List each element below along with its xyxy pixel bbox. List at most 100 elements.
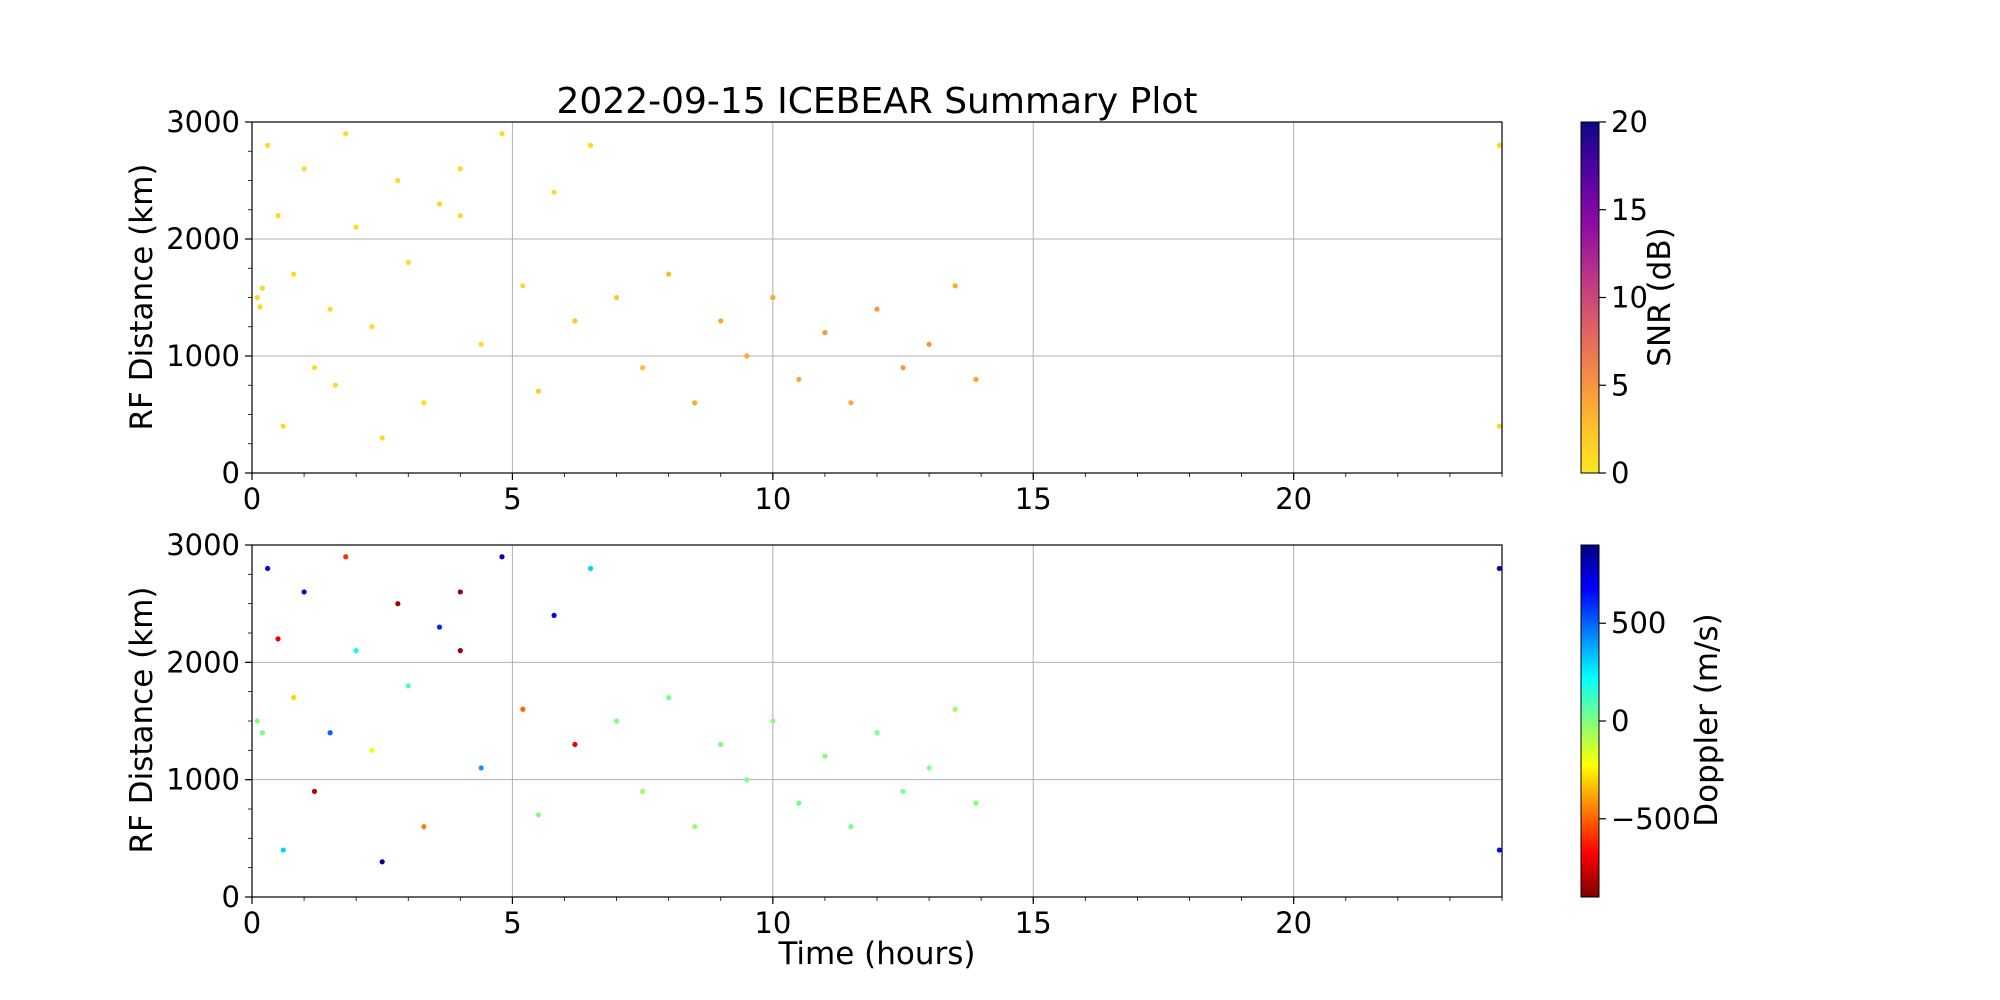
snr-point — [259, 285, 266, 291]
doppler-point — [613, 718, 620, 724]
doppler-point — [265, 565, 271, 572]
snr-point — [499, 131, 505, 137]
doppler-xtick-label-3: 15 — [1015, 906, 1052, 940]
snr-point — [572, 318, 578, 324]
snr-xtick-label-1: 5 — [503, 482, 521, 516]
doppler-point — [343, 554, 349, 560]
snr-cb-tick-label-1: 5 — [1611, 368, 1629, 402]
doppler-colorbar-label: Doppler (m/s) — [1689, 613, 1725, 826]
snr-point — [718, 318, 724, 324]
doppler-point — [666, 694, 672, 701]
snr-point — [973, 376, 979, 382]
doppler-axis-ticks: 0 5 10 15 20 0 1000 2000 3000 — [166, 528, 1503, 940]
doppler-point — [1496, 847, 1502, 853]
doppler-point — [973, 800, 979, 806]
doppler-point — [692, 824, 698, 830]
doppler-point — [499, 554, 505, 560]
doppler-cb-tick-label-0: −500 — [1611, 802, 1691, 836]
snr-point — [952, 283, 958, 289]
doppler-point — [457, 589, 463, 595]
doppler-point — [369, 747, 375, 753]
snr-point — [275, 213, 281, 219]
doppler-colorbar-gradient — [1580, 544, 1600, 898]
snr-point — [770, 294, 776, 301]
doppler-point — [405, 683, 411, 689]
doppler-point — [379, 859, 385, 865]
snr-grid — [251, 121, 1502, 474]
chart-title: 2022-09-15 ICEBEAR Summary Plot — [557, 81, 1198, 122]
doppler-panel: 0 5 10 15 20 0 1000 2000 3000 RF Distance (km) T… — [124, 528, 1725, 972]
snr-plot-frame — [251, 121, 1503, 474]
doppler-point — [874, 730, 880, 736]
snr-point — [926, 341, 932, 347]
doppler-point — [926, 765, 932, 771]
doppler-point — [520, 706, 526, 712]
doppler-cb-tick-label-1: 0 — [1611, 704, 1629, 738]
doppler-xlabel: Time (hours) — [777, 936, 975, 972]
snr-point — [280, 423, 286, 429]
snr-point — [421, 400, 427, 406]
snr-point — [301, 166, 307, 172]
doppler-point — [259, 730, 266, 736]
snr-point — [1496, 423, 1502, 429]
doppler-point — [572, 741, 578, 748]
snr-colorbar: 0 5 10 15 20 — [1580, 105, 1648, 490]
snr-colorbar-label: SNR (dB) — [1642, 227, 1678, 366]
doppler-point — [327, 730, 333, 736]
doppler-point — [311, 788, 318, 795]
doppler-points — [254, 554, 1502, 865]
snr-point — [874, 306, 880, 312]
snr-point — [257, 304, 263, 310]
snr-point — [254, 294, 260, 301]
snr-ytick-label-2: 2000 — [166, 222, 240, 256]
snr-point — [587, 142, 594, 148]
doppler-point — [275, 636, 281, 642]
snr-cb-tick-label-2: 10 — [1611, 281, 1648, 315]
doppler-point — [744, 777, 750, 783]
snr-point — [520, 283, 526, 289]
snr-point — [405, 259, 411, 265]
snr-point — [535, 388, 542, 394]
doppler-xtick-label-0: 0 — [243, 906, 261, 940]
snr-point — [478, 341, 484, 347]
doppler-point — [395, 601, 401, 607]
doppler-point — [301, 589, 307, 595]
doppler-point — [796, 800, 802, 806]
doppler-grid — [251, 544, 1502, 898]
snr-colorbar-gradient — [1580, 121, 1600, 474]
snr-points — [254, 131, 1502, 441]
snr-point — [551, 189, 557, 195]
snr-point — [332, 382, 338, 388]
snr-ytick-label-3: 3000 — [166, 105, 240, 139]
doppler-point — [535, 812, 542, 818]
doppler-ytick-label-1: 1000 — [166, 763, 240, 797]
doppler-ytick-label-2: 2000 — [166, 645, 240, 679]
doppler-point — [1496, 565, 1502, 572]
doppler-point — [421, 824, 427, 830]
snr-point — [265, 142, 271, 148]
snr-point — [379, 435, 385, 441]
snr-point — [640, 365, 646, 371]
doppler-ylabel: RF Distance (km) — [124, 587, 160, 854]
snr-point — [692, 400, 698, 406]
doppler-point — [436, 624, 443, 630]
snr-point — [353, 224, 359, 230]
doppler-plot-frame — [251, 544, 1503, 898]
snr-xtick-label-4: 20 — [1275, 482, 1312, 516]
doppler-xtick-label-2: 10 — [754, 906, 791, 940]
doppler-point — [353, 648, 359, 654]
doppler-point — [291, 694, 297, 701]
snr-point — [369, 324, 375, 330]
doppler-point — [457, 648, 463, 654]
snr-point — [457, 166, 463, 172]
snr-point — [457, 213, 463, 219]
doppler-point — [640, 788, 646, 795]
snr-point — [796, 376, 802, 382]
doppler-xtick-label-1: 5 — [503, 906, 521, 940]
snr-point — [666, 271, 672, 277]
snr-ylabel: RF Distance (km) — [124, 164, 160, 431]
doppler-colorbar: −500 0 500 — [1580, 544, 1691, 898]
snr-point — [848, 400, 854, 406]
doppler-point — [900, 788, 906, 795]
